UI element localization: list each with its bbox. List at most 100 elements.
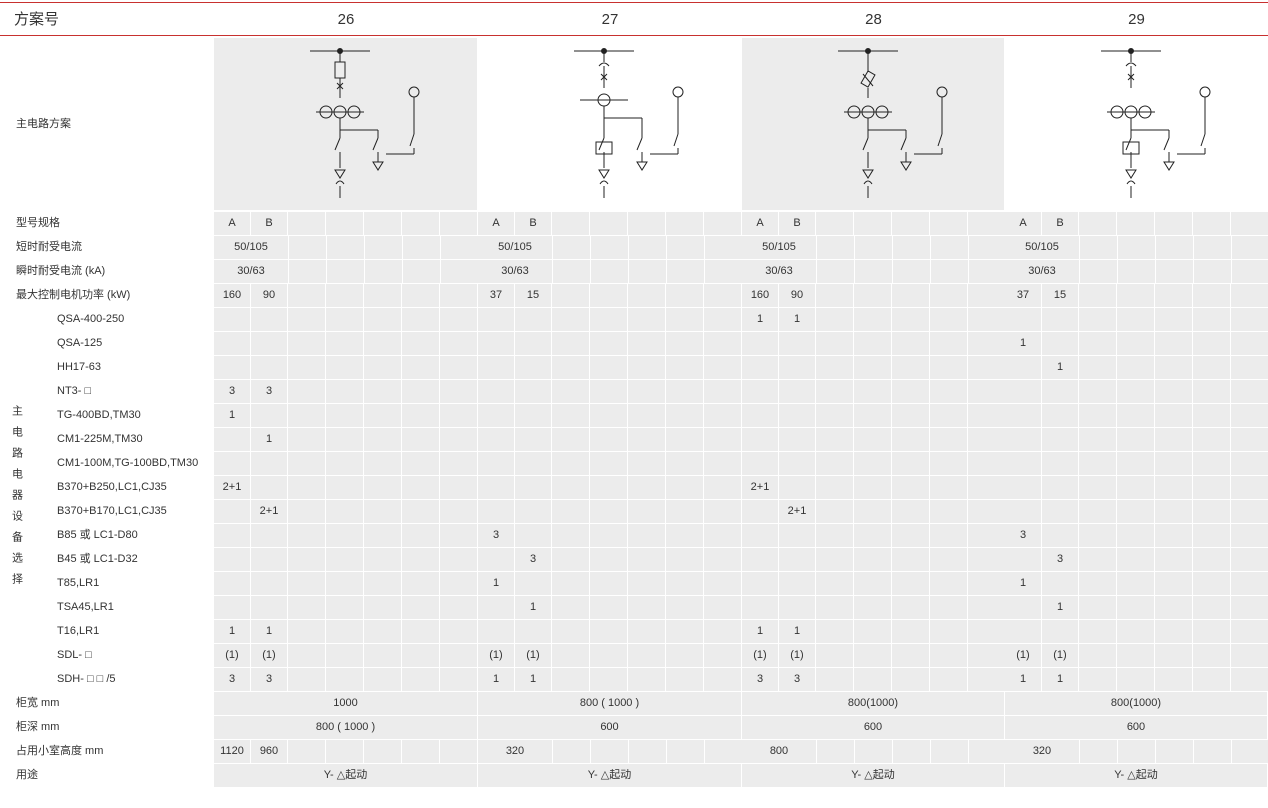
equipment-cell — [515, 572, 551, 595]
equipment-cell — [440, 596, 477, 619]
circuit-panel — [478, 38, 741, 210]
equipment-cell — [552, 500, 589, 523]
equipment-name: CM1-100M,TG-100BD,TM30 — [47, 452, 213, 475]
equipment-cell — [251, 356, 287, 379]
equipment-cell — [1042, 476, 1078, 499]
equipment-cell — [1079, 596, 1116, 619]
equipment-cell — [214, 596, 250, 619]
model-cell: A — [214, 212, 250, 235]
equipment-cell — [1042, 572, 1078, 595]
compartment-height-empty — [1080, 740, 1117, 763]
equipment-cell — [1079, 668, 1116, 691]
motor-power-cell: 37 — [478, 284, 514, 307]
equipment-group-label: 主电路电器设备选择 — [0, 308, 46, 691]
circuit-diagram-28-icon — [838, 48, 948, 198]
peak-current-empty — [365, 260, 402, 283]
equipment-cell — [552, 668, 589, 691]
model-cell — [1079, 212, 1116, 235]
equipment-cell — [1193, 452, 1230, 475]
equipment-cell — [816, 668, 853, 691]
equipment-cell — [440, 572, 477, 595]
equipment-cell — [515, 524, 551, 547]
equipment-cell: (1) — [515, 644, 551, 667]
equipment-cell — [704, 356, 741, 379]
equipment-cell — [515, 308, 551, 331]
equipment-cell — [779, 332, 815, 355]
equipment-cell — [1005, 380, 1041, 403]
equipment-cell — [1193, 380, 1230, 403]
equipment-cell — [440, 332, 477, 355]
motor-power-cell — [816, 284, 853, 307]
model-cell: A — [1005, 212, 1041, 235]
peak-current-empty — [1118, 260, 1155, 283]
equipment-name: TSA45,LR1 — [47, 596, 213, 619]
equipment-cell — [704, 524, 741, 547]
equipment-cell — [779, 476, 815, 499]
motor-power-cell — [590, 284, 627, 307]
usage-value: Y- △起动 — [742, 764, 1004, 787]
equipment-cell — [515, 332, 551, 355]
short-time-current-empty — [1194, 236, 1231, 259]
peak-current-empty — [1232, 260, 1268, 283]
equipment-cell — [742, 356, 778, 379]
equipment-cell — [1155, 380, 1192, 403]
equipment-cell — [552, 332, 589, 355]
equipment-cell — [1005, 404, 1041, 427]
equipment-cell — [251, 308, 287, 331]
motor-power-cell: 160 — [742, 284, 778, 307]
equipment-cell — [666, 668, 703, 691]
equipment-cell — [742, 596, 778, 619]
equipment-cell — [666, 548, 703, 571]
equipment-cell: 1 — [742, 308, 778, 331]
equipment-cell — [364, 308, 401, 331]
equipment-cell: 1 — [214, 404, 250, 427]
equipment-cell — [816, 404, 853, 427]
equipment-cell — [854, 476, 891, 499]
equipment-cell: 3 — [251, 380, 287, 403]
compartment-height-empty — [591, 740, 628, 763]
equipment-cell — [968, 308, 1005, 331]
short-time-current-empty — [591, 236, 628, 259]
equipment-cell — [628, 380, 665, 403]
equipment-group-text: 主电路电器设备选择 — [10, 405, 23, 594]
model-cell — [854, 212, 891, 235]
motor-power-cell — [402, 284, 439, 307]
equipment-cell — [552, 548, 589, 571]
equipment-cell — [326, 404, 363, 427]
cabinet-depth-label: 柜深 mm — [0, 716, 213, 739]
equipment-cell — [1231, 452, 1268, 475]
equipment-cell — [1079, 308, 1116, 331]
equipment-cell — [1005, 548, 1041, 571]
header-label: 方案号 — [14, 10, 60, 28]
compartment-height-empty — [705, 740, 742, 763]
equipment-cell — [440, 668, 477, 691]
equipment-cell — [1005, 428, 1041, 451]
motor-power-cell — [326, 284, 363, 307]
motor-power-cell — [854, 284, 891, 307]
equipment-cell: (1) — [214, 644, 250, 667]
equipment-cell: 1 — [1005, 668, 1041, 691]
equipment-cell — [628, 428, 665, 451]
equipment-cell — [968, 380, 1005, 403]
equipment-cell — [364, 572, 401, 595]
usage-value: Y- △起动 — [214, 764, 477, 787]
equipment-cell — [666, 596, 703, 619]
equipment-cell — [1155, 428, 1192, 451]
equipment-cell — [666, 500, 703, 523]
equipment-cell: (1) — [251, 644, 287, 667]
equipment-cell: 3 — [251, 668, 287, 691]
equipment-cell — [1193, 668, 1230, 691]
equipment-cell — [214, 452, 250, 475]
equipment-cell — [1005, 620, 1041, 643]
equipment-cell — [402, 620, 439, 643]
equipment-cell — [1117, 404, 1154, 427]
equipment-cell — [628, 356, 665, 379]
peak-current-empty — [893, 260, 930, 283]
equipment-cell — [854, 596, 891, 619]
equipment-cell — [854, 404, 891, 427]
equipment-cell — [892, 404, 929, 427]
equipment-cell — [214, 332, 250, 355]
model-cell — [402, 212, 439, 235]
equipment-cell — [854, 428, 891, 451]
equipment-cell — [892, 668, 929, 691]
